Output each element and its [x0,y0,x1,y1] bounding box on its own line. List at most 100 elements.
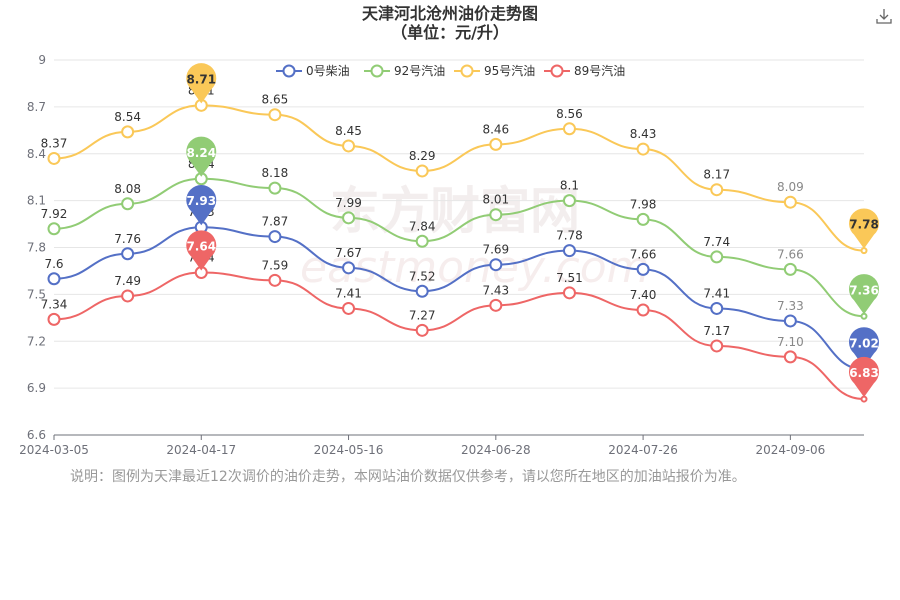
legend-swatch-marker [282,64,296,78]
data-point[interactable] [121,289,135,303]
max-pin: 7.93 [186,185,217,226]
data-label: 8.01 [482,193,509,207]
last-pin-label: 6.83 [849,366,879,380]
data-label: 7.49 [114,274,141,288]
series-layer [47,98,868,403]
last-pin-label: 7.02 [849,336,879,350]
data-label: 7.43 [482,283,509,297]
x-tick-label: 2024-09-06 [755,443,825,457]
data-point[interactable] [860,395,868,403]
data-label: 7.51 [556,271,583,285]
data-point[interactable] [783,262,797,276]
data-point[interactable] [121,125,135,139]
data-label: 8.37 [41,136,68,150]
data-point[interactable] [562,286,576,300]
data-point[interactable] [636,212,650,226]
data-point[interactable] [562,194,576,208]
data-point[interactable] [415,234,429,248]
data-point[interactable] [636,142,650,156]
data-point[interactable] [47,151,61,165]
y-tick-label: 8.7 [27,100,46,114]
data-point[interactable] [47,312,61,326]
data-labels: 7.6 7.76 7.93 7.87 7.67 7.52 7.69 7.78 7.66 7.41 7… [41,83,804,349]
data-point[interactable] [562,122,576,136]
data-point[interactable] [860,312,868,320]
max-pin-shape [186,230,217,271]
data-point[interactable] [342,301,356,315]
data-point[interactable] [636,262,650,276]
data-label: 7.98 [630,197,657,211]
footnote: 说明：图例为天津最近12次调价的油价走势，本网站油价数据仅供参考，请以您所在地区… [70,469,746,485]
data-point[interactable] [783,350,797,364]
data-point[interactable] [268,230,282,244]
data-point[interactable] [783,195,797,209]
data-point[interactable] [121,197,135,211]
data-label: 7.33 [777,299,804,313]
y-tick-label: 7.5 [27,287,46,301]
download-icon[interactable] [874,6,894,26]
data-point[interactable] [268,181,282,195]
data-point[interactable] [562,244,576,258]
y-tick-label: 6.6 [27,428,46,442]
data-point[interactable] [489,208,503,222]
legend-item[interactable]: 95号汽油 [454,63,535,78]
grid-lines [54,59,864,436]
data-point[interactable] [342,261,356,275]
data-point[interactable] [47,272,61,286]
data-point[interactable] [710,301,724,315]
x-tick-label: 2024-06-28 [461,443,531,457]
data-label: 7.52 [409,269,436,283]
y-tick-label: 9 [38,53,46,67]
data-point[interactable] [415,284,429,298]
data-point[interactable] [489,298,503,312]
data-label: 7.10 [777,335,804,349]
legend-item[interactable]: 92号汽油 [364,63,445,78]
data-point[interactable] [415,164,429,178]
data-point[interactable] [489,258,503,272]
data-point[interactable] [860,247,868,255]
data-point[interactable] [121,247,135,261]
x-tick-label: 2024-07-26 [608,443,678,457]
data-label: 8.43 [630,127,657,141]
legend-swatch-marker [370,64,384,78]
data-point[interactable] [636,303,650,317]
marker-pins: 7.93 7.02 8.24 7.36 8.71 7.78 7.64 6.83 [186,63,880,398]
legend-item[interactable]: 89号汽油 [544,63,625,78]
data-point[interactable] [710,183,724,197]
data-point[interactable] [710,250,724,264]
max-pin-label: 7.93 [186,194,216,208]
y-tick-label: 8.4 [27,147,46,161]
data-point[interactable] [268,108,282,122]
data-point[interactable] [415,323,429,337]
last-pin: 6.83 [849,356,880,398]
data-label: 8.56 [556,107,583,121]
data-label: 8.08 [114,182,141,196]
legend[interactable]: 0号柴油 92号汽油 95号汽油 89号汽油 [276,63,625,78]
data-point[interactable] [47,222,61,236]
y-tick-label: 8.1 [27,194,46,208]
data-label: 7.78 [556,229,583,243]
data-label: 7.27 [409,308,436,322]
data-label: 8.18 [262,166,289,180]
legend-label: 95号汽油 [484,63,535,78]
data-label: 8.09 [777,180,804,194]
legend-label: 92号汽油 [394,63,445,78]
data-label: 8.1 [560,179,579,193]
legend-label: 89号汽油 [574,63,625,78]
data-label: 7.34 [41,297,68,311]
max-pin: 7.64 [186,230,217,271]
legend-item[interactable]: 0号柴油 [276,64,350,78]
y-tick-label: 7.2 [27,334,46,348]
data-point[interactable] [268,273,282,287]
data-point[interactable] [710,339,724,353]
data-point[interactable] [783,314,797,328]
data-label: 7.59 [262,258,289,272]
data-label: 7.67 [335,246,362,260]
data-point[interactable] [342,139,356,153]
last-pin-label: 7.36 [849,283,879,297]
data-label: 7.99 [335,196,362,210]
data-point[interactable] [489,137,503,151]
data-label: 7.6 [44,257,63,271]
max-pin-label: 7.64 [186,240,216,254]
data-point[interactable] [342,211,356,225]
